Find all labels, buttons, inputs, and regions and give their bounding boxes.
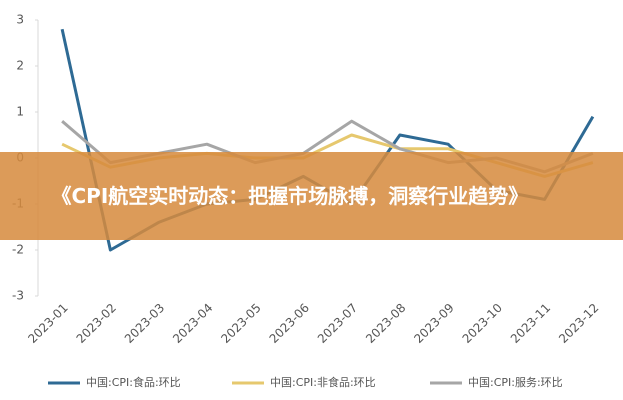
x-tick-label: 2023-08: [363, 301, 408, 346]
legend-label: 中国:CPI:食品:环比: [86, 375, 181, 389]
y-tick-label: 1: [16, 105, 24, 119]
y-tick-label: 2: [16, 59, 24, 73]
y-tick-label: -2: [12, 243, 24, 257]
banner: 《CPI航空实时动态：把握市场脉搏，洞察行业趋势》: [0, 152, 623, 240]
banner-title: 《CPI航空实时动态：把握市场脉搏，洞察行业趋势》: [51, 184, 529, 208]
x-tick-label: 2023-09: [411, 301, 456, 346]
y-tick-label: -3: [12, 289, 24, 303]
x-tick-label: 2023-05: [218, 301, 263, 346]
x-tick-label: 2023-02: [74, 301, 119, 346]
x-tick-label: 2023-06: [267, 301, 312, 346]
x-tick-label: 2023-04: [170, 301, 215, 346]
legend-label: 中国:CPI:服务:环比: [468, 376, 563, 389]
y-tick-label: 3: [16, 13, 24, 27]
x-tick-label: 2023-03: [122, 301, 167, 346]
x-tick-label: 2023-07: [315, 301, 360, 346]
x-tick-label: 2023-01: [25, 301, 70, 346]
x-tick-label: 2023-11: [508, 301, 553, 346]
x-tick-label: 2023-10: [460, 301, 505, 346]
legend-label: 中国:CPI:非食品:环比: [270, 375, 376, 389]
x-tick-label: 2023-12: [556, 301, 601, 346]
